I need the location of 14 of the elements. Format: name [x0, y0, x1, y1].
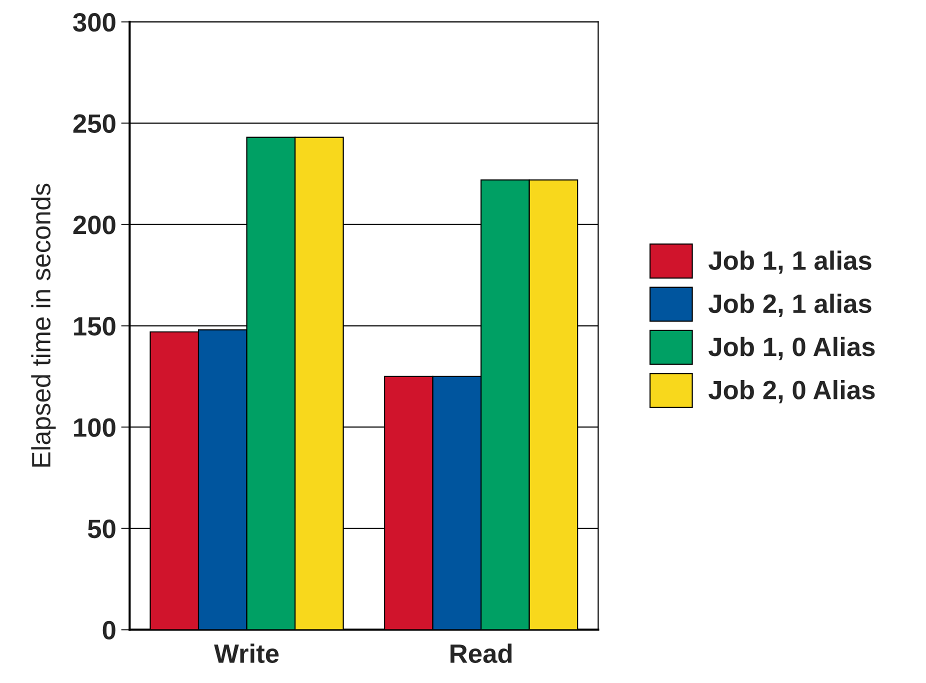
y-axis-title: Elapsed time in seconds — [31, 184, 56, 467]
legend-label: Job 1, 0 Alias — [708, 336, 875, 360]
legend-label: Job 2, 0 Alias — [708, 380, 875, 404]
y-tick-label: 250 — [73, 114, 116, 133]
x-tick-label: Read — [450, 644, 512, 663]
y-tick-label: 50 — [88, 520, 116, 538]
y-tick-label: 300 — [73, 12, 116, 32]
y-tick-label: 100 — [74, 418, 116, 437]
legend-label: Job 1, 1 alias — [708, 250, 872, 274]
y-tick-label: 200 — [73, 216, 116, 234]
y-tick-label: 150 — [74, 316, 116, 336]
legend-label: Job 2, 1 alias — [708, 294, 872, 317]
x-tick-label: Write — [214, 644, 279, 663]
y-tick-label: 0 — [102, 620, 116, 640]
